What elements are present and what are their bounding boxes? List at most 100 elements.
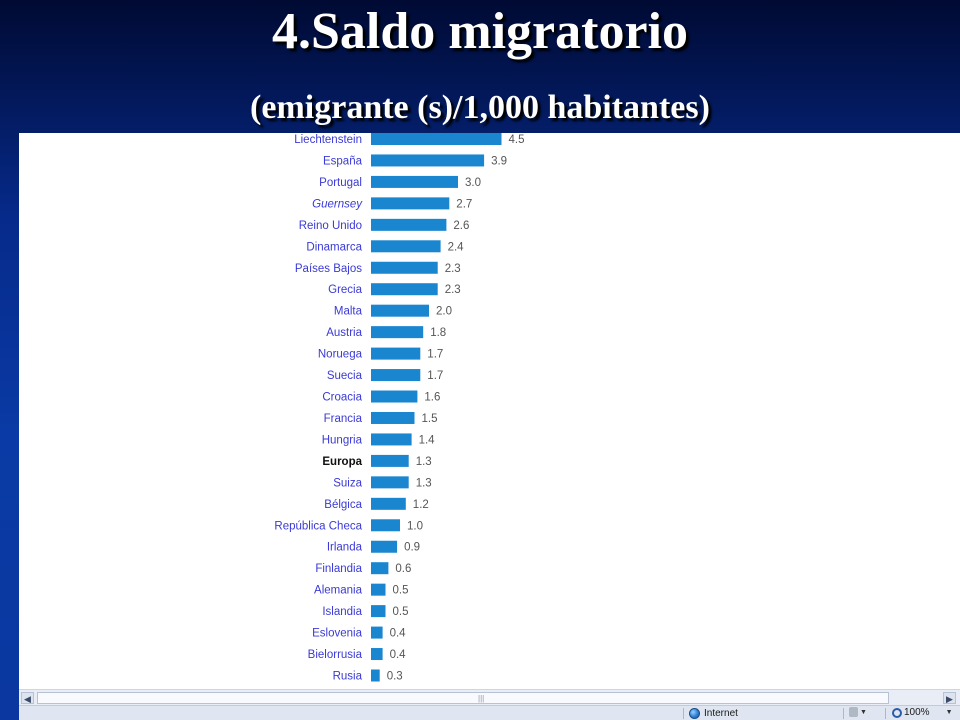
security-zone[interactable]: Internet <box>689 707 738 720</box>
value-label: 1.3 <box>416 477 432 489</box>
category-label[interactable]: Grecia <box>328 284 362 296</box>
category-label[interactable]: Irlanda <box>327 542 363 554</box>
bar <box>371 519 400 532</box>
value-label: 1.6 <box>424 392 440 404</box>
bar <box>371 669 380 682</box>
value-label: 1.5 <box>422 413 438 425</box>
bar <box>371 326 424 339</box>
bar <box>371 133 502 145</box>
zoom-control[interactable]: 100% ▼ <box>892 707 953 718</box>
bar <box>371 540 398 553</box>
bar <box>371 283 438 296</box>
browser-content-panel: Liechtenstein 4.5 España 3.9 Portugal 3.0 Guer… <box>19 133 960 720</box>
category-label[interactable]: Suecia <box>327 370 363 382</box>
value-label: 1.7 <box>427 349 443 361</box>
category-label[interactable]: Francia <box>324 413 363 425</box>
bar <box>371 197 450 210</box>
bar <box>371 562 389 575</box>
zoom-label: 100% <box>904 707 930 718</box>
category-label[interactable]: Rusia <box>333 671 363 683</box>
zone-label: Internet <box>704 708 738 719</box>
protected-mode-toggle[interactable]: ▼ <box>849 707 867 717</box>
bar <box>371 605 386 618</box>
value-label: 2.7 <box>456 198 472 210</box>
bar <box>371 304 429 317</box>
bar <box>371 626 383 639</box>
slide-title: 4.Saldo migratorio <box>272 3 688 60</box>
value-label: 1.4 <box>419 434 436 446</box>
bar <box>371 218 447 231</box>
category-label[interactable]: Bélgica <box>324 499 362 511</box>
globe-icon <box>689 708 700 719</box>
bar <box>371 154 485 167</box>
slide-subtitle: (emigrante (s)/1,000 habitantes) <box>250 89 710 126</box>
bar <box>371 583 386 596</box>
value-label: 1.2 <box>413 499 429 511</box>
value-label: 4.5 <box>509 134 525 146</box>
value-label: 1.7 <box>427 370 443 382</box>
bar <box>371 261 438 274</box>
category-label[interactable]: Liechtenstein <box>294 134 362 146</box>
zoom-icon <box>892 707 902 718</box>
category-label[interactable]: Noruega <box>318 349 363 361</box>
category-label[interactable]: Alemania <box>314 585 363 597</box>
bar <box>371 497 406 510</box>
value-label: 3.0 <box>465 177 481 189</box>
bar <box>371 390 418 403</box>
bar <box>371 454 409 467</box>
scroll-thumb[interactable]: ||| <box>37 692 889 704</box>
category-label[interactable]: Eslovenia <box>312 628 362 640</box>
value-label: 0.5 <box>393 585 409 597</box>
category-label[interactable]: Guernsey <box>312 198 363 210</box>
bar <box>371 240 441 253</box>
horizontal-scrollbar[interactable]: ◀ ||| ▶ <box>19 689 960 706</box>
value-label: 1.0 <box>407 520 423 532</box>
category-label[interactable]: Austria <box>326 327 362 339</box>
status-separator <box>683 708 684 719</box>
category-label[interactable]: Hungria <box>322 434 363 446</box>
bar <box>371 648 383 661</box>
scroll-left-button[interactable]: ◀ <box>21 692 34 704</box>
status-separator <box>885 708 886 719</box>
value-label: 0.4 <box>390 628 407 640</box>
category-label[interactable]: España <box>323 155 363 167</box>
category-label[interactable]: Reino Unido <box>299 220 362 232</box>
value-label: 0.6 <box>395 563 411 575</box>
category-label[interactable]: Países Bajos <box>295 263 362 275</box>
scroll-right-button[interactable]: ▶ <box>943 692 956 704</box>
value-label: 2.0 <box>436 306 452 318</box>
bar <box>371 476 409 489</box>
chevron-down-icon: ▼ <box>945 709 953 716</box>
lock-icon <box>849 707 858 717</box>
category-label[interactable]: Dinamarca <box>306 241 362 253</box>
bar-chart: Liechtenstein 4.5 España 3.9 Portugal 3.0 Guer… <box>274 133 525 683</box>
browser-status-bar: Internet ▼ 100% ▼ <box>19 705 960 720</box>
value-label: 2.3 <box>445 263 461 275</box>
bar <box>371 347 421 360</box>
category-label[interactable]: Bielorrusia <box>308 649 363 661</box>
value-label: 0.3 <box>387 671 403 683</box>
value-label: 0.5 <box>393 606 409 618</box>
status-separator <box>843 708 844 719</box>
category-label[interactable]: Croacia <box>322 392 362 404</box>
category-label[interactable]: Finlandia <box>315 563 362 575</box>
value-label: 2.6 <box>453 220 469 232</box>
value-label: 2.4 <box>448 241 465 253</box>
bar <box>371 433 412 446</box>
category-label[interactable]: Suiza <box>333 477 362 489</box>
bar <box>371 369 421 382</box>
scroll-grip: ||| <box>478 694 485 703</box>
bar <box>371 175 458 188</box>
category-label[interactable]: Islandia <box>322 606 362 618</box>
category-label[interactable]: Europa <box>322 456 362 468</box>
category-label[interactable]: Portugal <box>319 177 362 189</box>
value-label: 0.4 <box>390 649 407 661</box>
chevron-down-icon: ▼ <box>860 708 867 716</box>
bar <box>371 411 415 424</box>
value-label: 2.3 <box>445 284 461 296</box>
value-label: 0.9 <box>404 542 420 554</box>
category-label[interactable]: Malta <box>334 306 363 318</box>
category-label[interactable]: República Checa <box>274 520 362 532</box>
value-label: 1.3 <box>416 456 432 468</box>
value-label: 3.9 <box>491 155 507 167</box>
